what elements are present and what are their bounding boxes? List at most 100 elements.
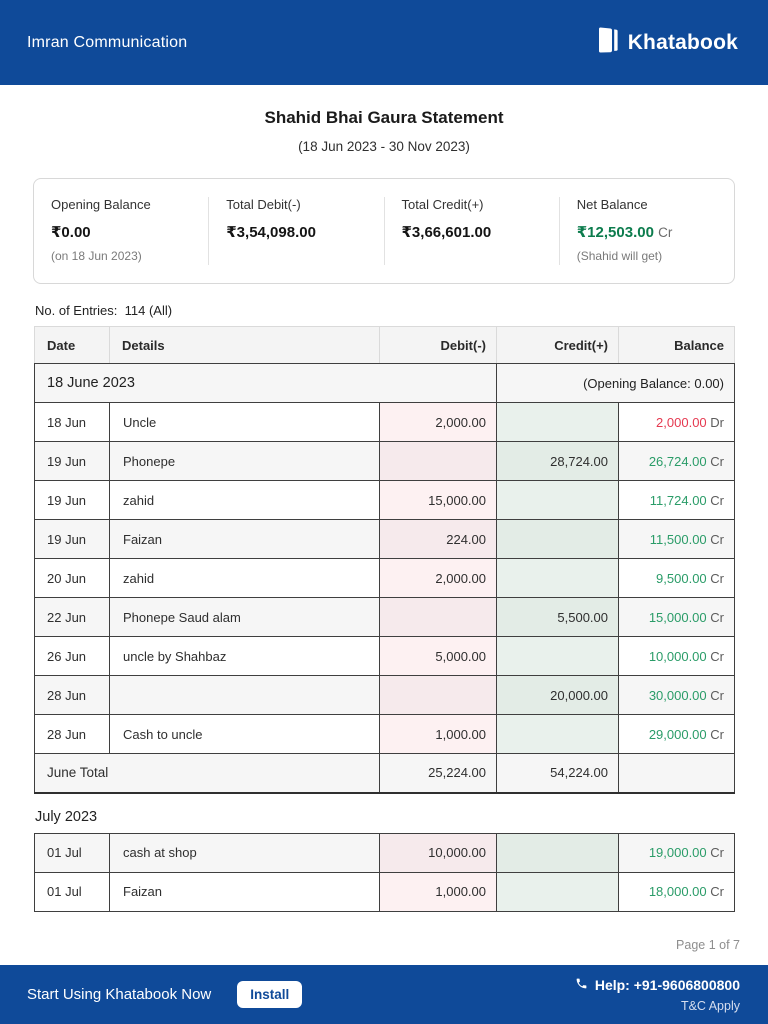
cell-debit bbox=[379, 441, 497, 481]
cell-credit bbox=[496, 871, 619, 912]
khatabook-logo: Khatabook bbox=[597, 26, 738, 59]
statement-table-june: Date Details Debit(-) Credit(+) Balance … bbox=[34, 326, 735, 794]
cell-details: Phonepe Saud alam bbox=[109, 597, 380, 637]
page-title: Shahid Bhai Gaura Statement bbox=[264, 108, 504, 127]
cell-credit bbox=[496, 636, 619, 676]
cell-date: 22 Jun bbox=[34, 597, 110, 637]
cell-debit: 15,000.00 bbox=[379, 480, 497, 520]
net-balance-suffix: Cr bbox=[658, 225, 673, 240]
net-balance-amount: ₹12,503.00 bbox=[576, 224, 654, 241]
total-balance bbox=[618, 753, 735, 794]
table-row: 26 Jun uncle by Shahbaz 5,000.00 10,000.00 … bbox=[34, 636, 735, 676]
table-row: 28 Jun Cash to uncle 1,000.00 29,000.00 Cr bbox=[34, 714, 735, 754]
tnc-text: T&C Apply bbox=[680, 998, 740, 1013]
col-header-details: Details bbox=[109, 326, 380, 364]
summary-note: (on 18 Jun 2023) bbox=[51, 249, 142, 263]
cell-details: Uncle bbox=[109, 402, 380, 442]
cell-details bbox=[109, 675, 380, 715]
cell-date: 01 Jul bbox=[34, 832, 110, 873]
cell-credit bbox=[496, 558, 619, 598]
summary-value: ₹3,66,601.00 bbox=[401, 224, 492, 241]
cell-balance: 18,000.00 Cr bbox=[618, 871, 735, 912]
summary-label: Total Debit(-) bbox=[226, 197, 301, 212]
cell-credit bbox=[496, 480, 619, 520]
cta-text: Start Using Khatabook Now bbox=[27, 986, 212, 1003]
table-row: 20 Jun zahid 2,000.00 9,500.00 Cr bbox=[34, 558, 735, 598]
summary-label: Net Balance bbox=[576, 197, 648, 212]
cell-date: 26 Jun bbox=[34, 636, 110, 676]
cell-debit: 10,000.00 bbox=[379, 832, 497, 873]
month-group-row: 18 June 2023 (Opening Balance: 0.00) bbox=[34, 363, 735, 403]
summary-note: (Shahid will get) bbox=[576, 249, 663, 263]
cell-date: 18 Jun bbox=[34, 402, 110, 442]
cell-credit bbox=[496, 402, 619, 442]
summary-total-credit: Total Credit(+) ₹3,66,601.00 bbox=[383, 197, 559, 265]
summary-label: Total Credit(+) bbox=[401, 197, 484, 212]
summary-label: Opening Balance bbox=[51, 197, 151, 212]
table-row: 18 Jun Uncle 2,000.00 2,000.00 Dr bbox=[34, 402, 735, 442]
col-header-balance: Balance bbox=[618, 326, 735, 364]
cell-date: 19 Jun bbox=[34, 441, 110, 481]
cell-details: zahid bbox=[109, 558, 380, 598]
cell-date: 19 Jun bbox=[34, 480, 110, 520]
cell-balance: 9,500.00 Cr bbox=[618, 558, 735, 598]
summary-card: Opening Balance ₹0.00 (on 18 Jun 2023) T… bbox=[33, 178, 735, 284]
cell-balance: 19,000.00 Cr bbox=[618, 832, 735, 873]
cell-credit: 20,000.00 bbox=[496, 675, 619, 715]
table-row: 01 Jul cash at shop 10,000.00 19,000.00 Cr bbox=[34, 832, 735, 873]
cell-debit: 224.00 bbox=[379, 519, 497, 559]
bottom-bar: Start Using Khatabook Now Install Help: … bbox=[0, 965, 768, 1024]
total-credit: 54,224.00 bbox=[496, 753, 619, 794]
cell-date: 28 Jun bbox=[34, 714, 110, 754]
total-label: June Total bbox=[34, 753, 380, 794]
cell-debit: 1,000.00 bbox=[379, 871, 497, 912]
cell-debit: 5,000.00 bbox=[379, 636, 497, 676]
cell-date: 28 Jun bbox=[34, 675, 110, 715]
cell-credit: 5,500.00 bbox=[496, 597, 619, 637]
month-heading-july: July 2023 bbox=[35, 808, 98, 825]
cell-balance: 2,000.00 Dr bbox=[618, 402, 735, 442]
table-header-row: Date Details Debit(-) Credit(+) Balance bbox=[34, 326, 735, 364]
cell-balance: 11,500.00 Cr bbox=[618, 519, 735, 559]
group-month-label: 18 June 2023 bbox=[34, 363, 497, 403]
phone-icon bbox=[575, 977, 588, 993]
statement-table-july: 01 Jul cash at shop 10,000.00 19,000.00 Cr 0… bbox=[34, 832, 735, 912]
col-header-debit: Debit(-) bbox=[379, 326, 497, 364]
help-text: Help: +91-9606800800 bbox=[594, 976, 740, 993]
cell-balance: 29,000.00 Cr bbox=[618, 714, 735, 754]
summary-total-debit: Total Debit(-) ₹3,54,098.00 bbox=[208, 197, 383, 265]
col-header-date: Date bbox=[34, 326, 110, 364]
month-total-row: June Total 25,224.00 54,224.00 bbox=[34, 753, 735, 794]
summary-value: ₹12,503.00 Cr bbox=[577, 223, 718, 241]
cell-balance: 26,724.00 Cr bbox=[618, 441, 735, 481]
cell-details: zahid bbox=[109, 480, 380, 520]
cell-debit: 1,000.00 bbox=[379, 714, 497, 754]
install-button[interactable]: Install bbox=[237, 981, 303, 1008]
cell-balance: 30,000.00 Cr bbox=[618, 675, 735, 715]
page-number: Page 1 of 7 bbox=[676, 938, 740, 952]
cell-date: 19 Jun bbox=[34, 519, 110, 559]
cell-details: Cash to uncle bbox=[109, 714, 380, 754]
cell-details: Faizan bbox=[109, 519, 380, 559]
cell-details: cash at shop bbox=[109, 832, 380, 873]
summary-opening-balance: Opening Balance ₹0.00 (on 18 Jun 2023) bbox=[34, 197, 208, 265]
help-phone[interactable]: Help: +91-9606800800 bbox=[575, 977, 740, 993]
cell-credit bbox=[496, 832, 619, 873]
col-header-credit: Credit(+) bbox=[496, 326, 619, 364]
entries-count: 114 (All) bbox=[124, 303, 173, 318]
book-icon bbox=[597, 26, 621, 59]
date-range: (18 Jun 2023 - 30 Nov 2023) bbox=[298, 139, 470, 154]
entries-label: No. of Entries: bbox=[35, 303, 118, 318]
cell-debit bbox=[379, 597, 497, 637]
business-name: Imran Communication bbox=[27, 33, 188, 51]
top-bar: Imran Communication Khatabook bbox=[0, 0, 768, 85]
cell-details: uncle by Shahbaz bbox=[109, 636, 380, 676]
entries-count-line: No. of Entries: 114 (All) bbox=[35, 303, 733, 318]
summary-net-balance: Net Balance ₹12,503.00 Cr (Shahid will g… bbox=[558, 197, 734, 265]
cell-details: Phonepe bbox=[109, 441, 380, 481]
group-opening-balance: (Opening Balance: 0.00) bbox=[496, 363, 735, 403]
cell-date: 20 Jun bbox=[34, 558, 110, 598]
table-row: 19 Jun Phonepe 28,724.00 26,724.00 Cr bbox=[34, 441, 735, 481]
cell-balance: 15,000.00 Cr bbox=[618, 597, 735, 637]
